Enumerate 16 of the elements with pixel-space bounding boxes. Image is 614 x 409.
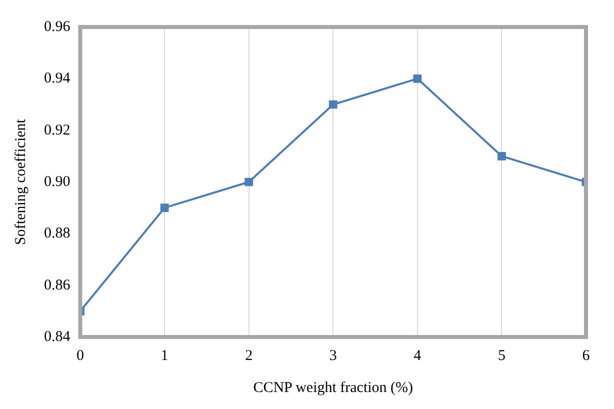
y-tick-label: 0.86 <box>44 277 71 294</box>
x-tick-label: 4 <box>414 348 422 364</box>
x-tick-label: 0 <box>76 348 84 364</box>
y-tick-label: 0.90 <box>44 174 70 190</box>
x-tick-label: 5 <box>498 348 506 364</box>
y-tick-label: 0.92 <box>44 122 70 138</box>
y-axis-title: Softening coefficient <box>12 118 29 245</box>
x-axis-title: CCNP weight fraction (%) <box>253 380 414 396</box>
y-tick-label: 0.94 <box>44 70 71 87</box>
x-tick-label: 2 <box>245 348 253 364</box>
y-tick-label: 0.88 <box>44 226 70 242</box>
x-tick-label: 1 <box>160 348 168 364</box>
x-tick-label: 3 <box>329 348 337 364</box>
x-tick-label: 6 <box>582 348 590 364</box>
y-tick-label: 0.96 <box>44 18 71 35</box>
y-tick-label: 0.84 <box>44 328 71 345</box>
